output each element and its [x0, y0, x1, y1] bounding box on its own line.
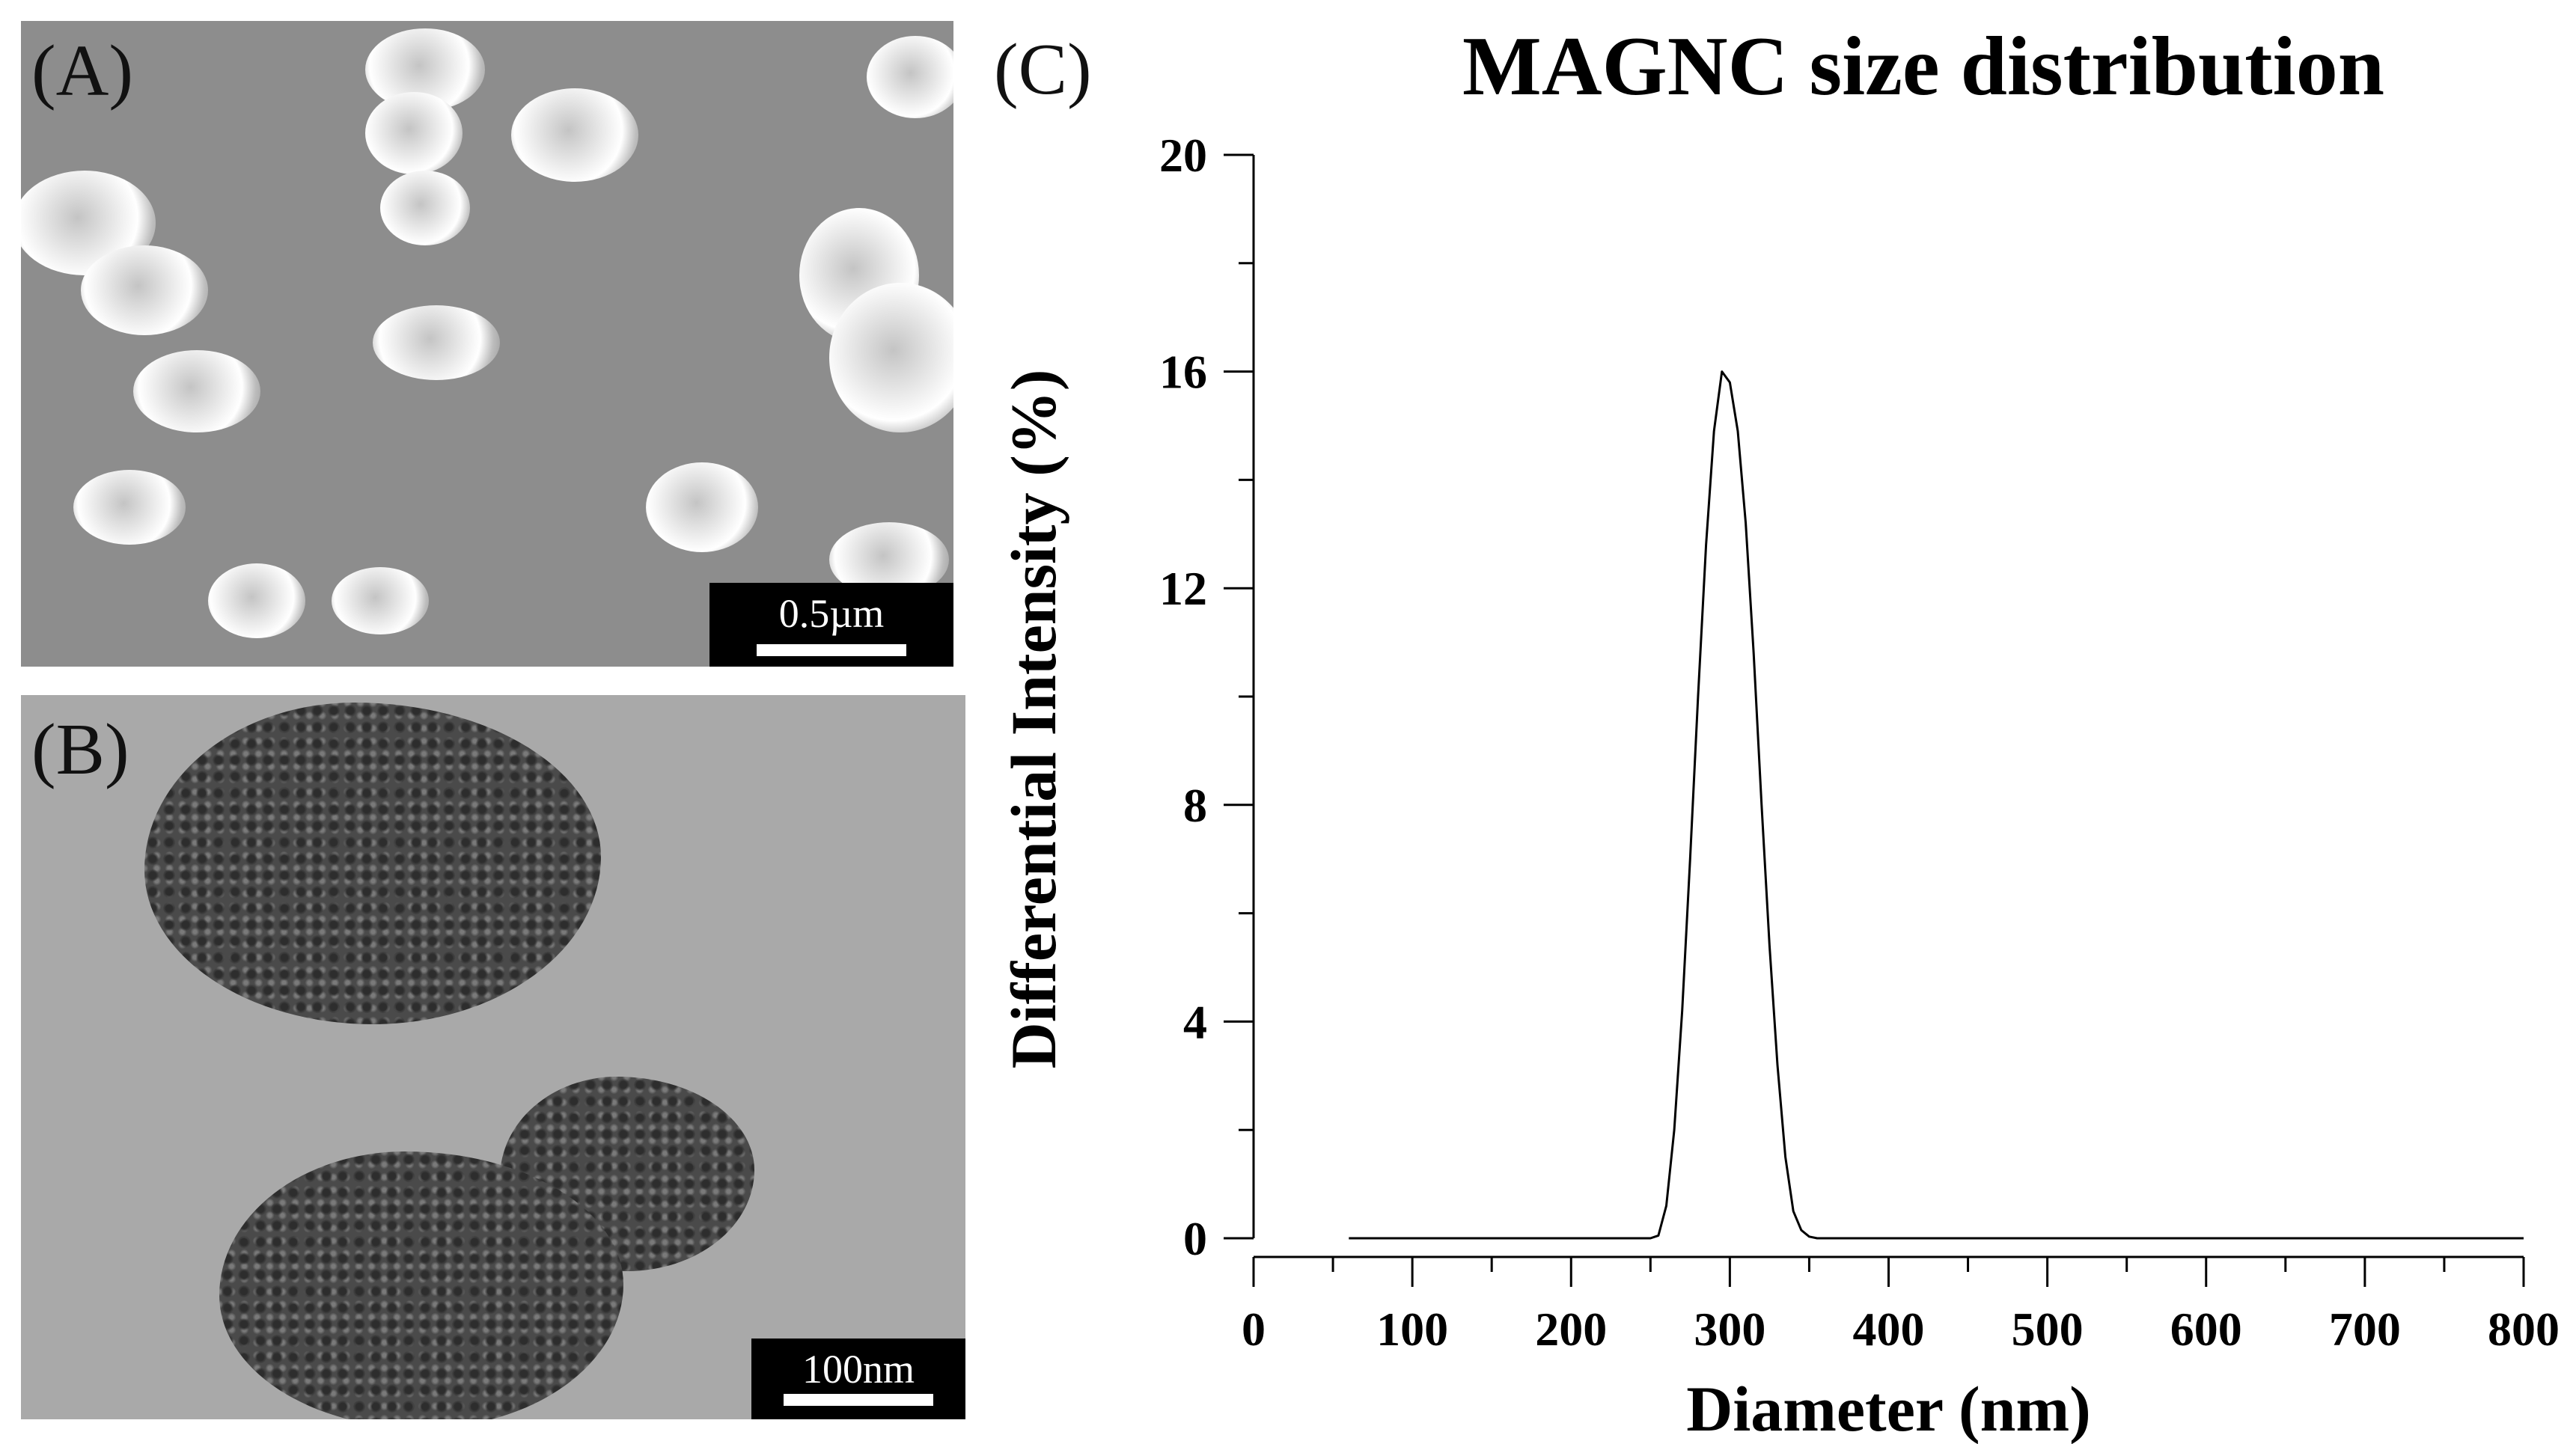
- panel-label: (C): [994, 29, 1092, 110]
- particle: [332, 567, 429, 634]
- particle: [646, 462, 758, 552]
- y-tick-label: 4: [1183, 995, 1207, 1048]
- particle: [867, 36, 953, 118]
- particle: [133, 350, 260, 432]
- size-distribution-panel: MAGNC size distribution 0 4 8 12 16 20 0 100 200 3…: [973, 0, 2576, 1444]
- particle: [81, 245, 208, 335]
- panel-label: (A): [31, 31, 134, 111]
- particle: [208, 563, 305, 638]
- sem-micrograph: (A) 0.5µm: [21, 21, 953, 667]
- y-tick-label: 20: [1159, 129, 1207, 182]
- chart-title: MAGNC size distribution: [1462, 20, 2384, 113]
- particle: [511, 88, 638, 182]
- particle: [219, 1151, 623, 1419]
- scale-bar: 100nm: [751, 1339, 965, 1419]
- x-tick-label: 0: [1242, 1303, 1266, 1356]
- scale-bar-label: 100nm: [802, 1347, 915, 1392]
- x-tick-label: 800: [2488, 1303, 2560, 1356]
- y-tick-label: 8: [1183, 779, 1207, 832]
- tem-micrograph: (B) 100nm: [21, 695, 965, 1419]
- particle: [829, 283, 953, 432]
- x-tick-label: 400: [1853, 1303, 1925, 1356]
- y-tick-label: 12: [1159, 562, 1207, 615]
- x-tick-label: 100: [1376, 1303, 1448, 1356]
- particle: [380, 171, 470, 245]
- particle: [73, 470, 186, 545]
- particle: [365, 92, 463, 174]
- y-tick-label: 0: [1183, 1212, 1207, 1265]
- x-tick-label: 300: [1694, 1303, 1765, 1356]
- particle: [144, 703, 601, 1024]
- x-tick-label: 500: [2012, 1303, 2084, 1356]
- particle: [373, 305, 500, 380]
- x-axis-title: Diameter (nm): [1686, 1373, 2090, 1444]
- scale-bar: 0.5µm: [709, 583, 953, 667]
- x-tick-label: 700: [2329, 1303, 2401, 1356]
- panel-label: (B): [31, 709, 129, 790]
- y-tick-label: 16: [1159, 346, 1207, 399]
- distribution-curve: [1349, 370, 2524, 1240]
- scale-bar-line: [784, 1394, 933, 1406]
- scale-bar-line: [757, 644, 906, 656]
- scale-bar-label: 0.5µm: [778, 591, 885, 636]
- y-axis-title: Differential Intensity (%): [998, 370, 1069, 1069]
- x-tick-label: 600: [2170, 1303, 2242, 1356]
- x-tick-label: 200: [1535, 1303, 1607, 1356]
